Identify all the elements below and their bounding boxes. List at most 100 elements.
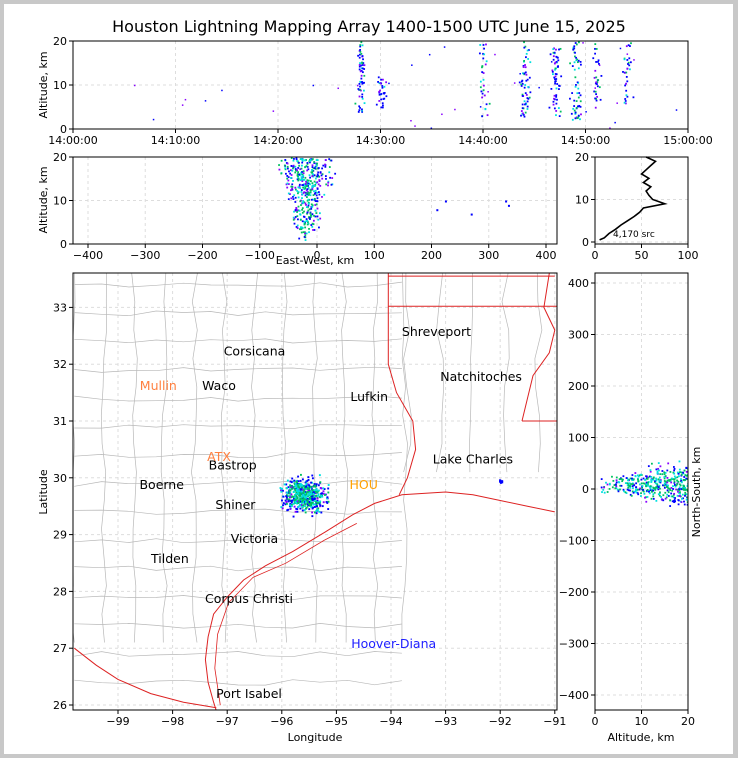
ew-altitude-point xyxy=(300,177,303,180)
ns-altitude-point xyxy=(649,489,652,492)
ns-altitude-point xyxy=(686,474,688,477)
time-altitude-point xyxy=(527,97,530,100)
ns-altitude-point xyxy=(673,475,676,478)
ns-altitude-point xyxy=(652,476,655,479)
ns-altitude-point xyxy=(623,490,625,493)
ns-altitude-point xyxy=(653,491,656,494)
ew-altitude-point xyxy=(290,185,293,188)
ew-altitude-point xyxy=(301,173,304,176)
map-point xyxy=(293,482,296,485)
time-axis-tick-label: 14:50:00 xyxy=(561,134,610,147)
ew-altitude-point xyxy=(313,193,316,195)
time-altitude-point xyxy=(627,44,630,47)
ns-altitude-point xyxy=(668,479,671,482)
map-point xyxy=(290,501,293,504)
ns-altitude-point xyxy=(651,488,654,491)
time-altitude-point xyxy=(360,77,363,80)
time-altitude-point xyxy=(518,81,521,84)
texas-louisiana-border xyxy=(387,273,417,496)
city-label: ATX xyxy=(207,449,231,464)
ew-altitude-point xyxy=(313,162,316,164)
map-point xyxy=(311,491,313,494)
time-altitude-point xyxy=(357,111,360,113)
ns-altitude-point xyxy=(686,467,688,470)
ns-altitude-point xyxy=(660,498,663,501)
ew-altitude-point xyxy=(306,180,309,183)
ns-altitude-point xyxy=(667,484,669,487)
ns-altitude-point xyxy=(677,499,680,502)
ns-altitude-point xyxy=(686,478,688,480)
ew-altitude-point xyxy=(327,180,330,183)
ns-altitude-point xyxy=(629,489,631,492)
ew-altitude-point xyxy=(292,164,295,167)
ns-altitude-point xyxy=(666,486,669,488)
ew-altitude-point xyxy=(310,180,312,183)
time-altitude-point xyxy=(552,48,555,51)
ns-altitude-point xyxy=(631,477,633,480)
time-altitude-point xyxy=(520,83,523,86)
ew-altitude-point xyxy=(292,198,295,200)
map-point xyxy=(311,496,314,499)
map-point xyxy=(300,473,302,476)
ns-altitude-point xyxy=(656,483,659,486)
time-altitude-point xyxy=(520,110,523,112)
time-altitude-point xyxy=(482,89,485,92)
ew-altitude-point xyxy=(305,184,308,186)
ew-axis-tick-label: −400 xyxy=(73,249,103,262)
time-altitude-point xyxy=(528,96,531,99)
map-point xyxy=(308,485,311,488)
ew-axis-tick-label: 100 xyxy=(364,249,385,262)
ew-altitude-point xyxy=(303,201,306,204)
time-altitude-point xyxy=(573,99,576,102)
map-point xyxy=(304,503,307,506)
ew-altitude-point xyxy=(310,214,312,217)
time-altitude-point xyxy=(628,57,631,60)
ns-altitude-point xyxy=(624,491,627,494)
ns-altitude-point xyxy=(686,503,688,506)
longitude-axis-tick-label: −97 xyxy=(216,715,239,728)
map-point xyxy=(286,495,289,498)
ns-altitude-point xyxy=(667,462,670,465)
map-frame xyxy=(72,272,558,711)
ew-altitude-point xyxy=(301,161,304,164)
ns-altitude-point xyxy=(648,475,651,478)
ns-altitude-point xyxy=(667,487,670,490)
ew-altitude-point xyxy=(304,231,306,234)
ew-altitude-point xyxy=(292,166,295,168)
map-point xyxy=(289,488,291,491)
ns-altitude-point xyxy=(676,479,678,482)
ew-altitude-point xyxy=(328,171,331,174)
time-altitude-point xyxy=(596,83,598,85)
ew-altitude-point xyxy=(286,165,289,168)
time-altitude-point xyxy=(557,65,559,68)
ns-altitude-point xyxy=(634,472,637,474)
ew-axis-tick-label: 0 xyxy=(314,249,321,262)
ew-altitude-point xyxy=(297,171,300,174)
time-altitude-point xyxy=(529,91,532,94)
ns-altitude-point xyxy=(634,490,637,493)
ew-altitude-point xyxy=(309,161,311,164)
ew-altitude-point xyxy=(293,222,296,225)
ns-altitude-point xyxy=(655,499,658,502)
ns-altitude-point xyxy=(639,483,641,486)
ew-altitude-point xyxy=(308,208,311,211)
time-altitude-point xyxy=(481,115,484,118)
ew-altitude-point xyxy=(302,202,304,204)
ew-altitude-point xyxy=(314,215,317,218)
map-point xyxy=(303,490,306,493)
ns-altitude-point xyxy=(631,483,634,486)
time-altitude-point xyxy=(488,102,491,105)
rio-grande-border xyxy=(73,647,217,709)
ns-altitude-point xyxy=(657,488,660,491)
ew-altitude-point xyxy=(290,174,293,176)
time-altitude-point xyxy=(576,117,579,120)
ns-altitude-point xyxy=(614,487,617,490)
county-line xyxy=(74,651,402,658)
county-line xyxy=(74,508,402,515)
time-altitude-point xyxy=(484,107,487,110)
map-point xyxy=(301,500,304,503)
ns-altitude-point xyxy=(666,469,669,472)
time-altitude-point xyxy=(521,82,524,85)
ew-altitude-point xyxy=(311,186,314,189)
county-line xyxy=(74,595,402,601)
